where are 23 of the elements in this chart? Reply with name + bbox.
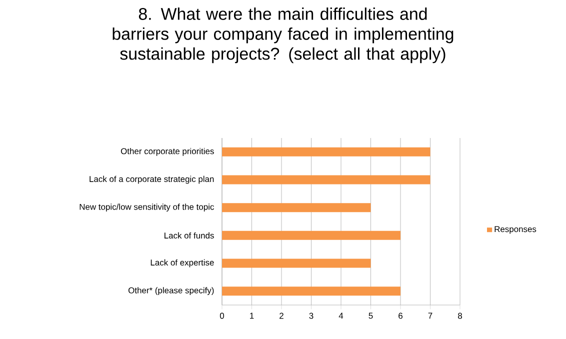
y-tick-label: Other corporate priorities xyxy=(120,148,214,156)
x-tick-label: 0 xyxy=(220,312,224,319)
legend-label: Responses xyxy=(494,226,536,234)
x-tick-label: 6 xyxy=(398,312,402,319)
chart-title: 8. What were the main difficulties and barriers your company faced in implementing sustainable projects? (select all that apply) xyxy=(112,8,454,64)
y-tick-label: Lack of funds xyxy=(164,232,214,239)
x-tick-label: 7 xyxy=(428,312,432,319)
y-tick-label: New topic/low sensitivity of the topic xyxy=(80,204,214,212)
y-tick-label: Lack of expertise xyxy=(150,259,214,268)
bar xyxy=(222,175,430,184)
y-tick-label: Lack of a corporate strategic plan xyxy=(90,176,214,184)
bar xyxy=(222,230,401,240)
y-tick-label: Other* (please specify) xyxy=(128,287,214,296)
x-tick-label: 2 xyxy=(280,312,284,319)
bar xyxy=(222,147,430,156)
bar xyxy=(222,258,371,268)
x-tick-label: 4 xyxy=(338,312,344,319)
x-tick-label: 1 xyxy=(250,312,254,319)
bar xyxy=(222,286,401,296)
x-tick-label: 3 xyxy=(309,312,314,319)
bar xyxy=(222,203,371,212)
x-tick-label: 5 xyxy=(368,312,373,319)
x-tick-label: 8 xyxy=(458,312,462,319)
